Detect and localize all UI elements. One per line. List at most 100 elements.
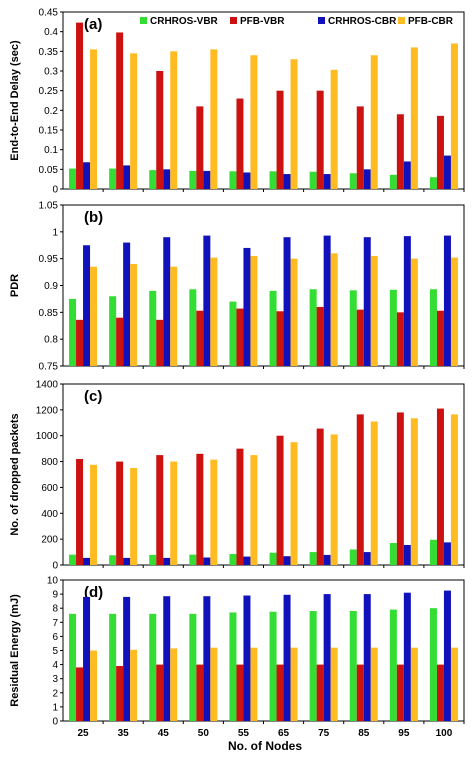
bar-pfb-vbr-45 [156, 455, 164, 565]
y-tick-label: 1200 [36, 405, 59, 416]
bar-crhros-vbr-45 [149, 554, 157, 565]
panel-2: 0.75 0.8 0.85 0.9 0.95 1 1.05 PDR (b) [9, 201, 465, 373]
bar-crhros-vbr-50 [189, 170, 197, 189]
bar-pfb-vbr-45 [156, 664, 164, 721]
bar-pfb-vbr-65 [276, 311, 284, 366]
bar-pfb-vbr-75 [316, 90, 324, 189]
bar-crhros-vbr-65 [269, 611, 277, 721]
bar-crhros-cbr-25 [83, 557, 91, 565]
bar-crhros-cbr-45 [163, 237, 171, 366]
bar-crhros-vbr-35 [109, 296, 117, 366]
bar-crhros-cbr-35 [123, 557, 131, 565]
bar-crhros-cbr-25 [83, 245, 91, 366]
y-tick-label: 0 [52, 717, 58, 728]
bar-pfb-cbr-55 [250, 55, 258, 190]
chart-panels: 0 0.05 0.1 0.15 0.2 0.25 0.3 0.35 0.4 0.45 End-to-… [9, 8, 465, 739]
bar-pfb-cbr-50 [210, 257, 218, 366]
bar-pfb-cbr-100 [450, 43, 458, 189]
x-axis-label: No. of Nodes [228, 739, 302, 753]
bar-pfb-vbr-75 [316, 428, 324, 565]
bar-crhros-cbr-85 [363, 237, 371, 366]
bar-pfb-vbr-35 [116, 317, 124, 366]
bar-pfb-cbr-75 [330, 434, 338, 565]
bar-crhros-vbr-55 [229, 554, 237, 565]
bar-pfb-vbr-85 [356, 664, 364, 721]
bar-pfb-vbr-35 [116, 666, 124, 721]
bar-crhros-cbr-100 [443, 235, 451, 366]
legend-item-crhros-vbr: CRHROS-VBR [140, 16, 219, 27]
y-tick-label: 0.45 [39, 8, 59, 19]
y-tick-label: 0.05 [39, 165, 59, 176]
bar-pfb-vbr-100 [436, 664, 444, 721]
bar-crhros-cbr-55 [243, 172, 251, 189]
bar-crhros-cbr-45 [163, 596, 171, 721]
y-tick-label: 0.9 [44, 281, 58, 292]
panel-label: (d) [84, 584, 103, 601]
bar-pfb-cbr-55 [250, 255, 258, 366]
bar-pfb-cbr-55 [250, 647, 258, 721]
bar-crhros-vbr-45 [149, 613, 157, 721]
y-tick-label: 10 [47, 576, 59, 587]
panel-3: 0 200 400 600 800 1000 1200 1400 No. of dropped … [9, 380, 465, 572]
bar-crhros-cbr-75 [323, 235, 331, 366]
bar-crhros-cbr-55 [243, 247, 251, 366]
y-axis-label: Residual Energy (mJ) [9, 594, 21, 707]
y-tick-label: 7 [52, 618, 58, 629]
bar-pfb-cbr-85 [370, 421, 378, 565]
bar-pfb-cbr-45 [170, 266, 178, 366]
bar-crhros-vbr-75 [309, 552, 317, 565]
bar-crhros-cbr-50 [203, 596, 211, 721]
y-tick-label: 600 [41, 483, 58, 494]
bar-pfb-vbr-95 [396, 312, 404, 366]
bar-crhros-vbr-50 [189, 554, 197, 565]
bar-crhros-cbr-85 [363, 594, 371, 721]
legend-item-crhros-cbr: CRHROS-CBR [318, 16, 397, 27]
legend-label: PFB-VBR [240, 16, 285, 27]
bar-crhros-cbr-100 [443, 590, 451, 721]
bar-pfb-vbr-25 [76, 667, 84, 721]
bar-crhros-cbr-100 [443, 542, 451, 565]
bar-pfb-vbr-95 [396, 664, 404, 721]
bar-pfb-vbr-35 [116, 461, 124, 565]
y-tick-label: 0.25 [39, 86, 59, 97]
y-tick-label: 1 [52, 702, 58, 713]
bar-crhros-vbr-65 [269, 552, 277, 565]
bar-crhros-vbr-65 [269, 171, 277, 189]
y-tick-label: 9 [52, 590, 58, 601]
bar-crhros-vbr-75 [309, 289, 317, 366]
bar-crhros-cbr-35 [123, 242, 131, 366]
bar-crhros-vbr-85 [349, 549, 357, 565]
bar-pfb-vbr-100 [436, 310, 444, 366]
x-tick-label: 85 [358, 728, 370, 739]
bar-crhros-vbr-100 [429, 289, 437, 366]
bar-crhros-vbr-35 [109, 555, 117, 565]
panel-label: (c) [84, 388, 102, 405]
bar-pfb-vbr-65 [276, 435, 284, 565]
bar-pfb-cbr-25 [90, 266, 98, 366]
bar-pfb-cbr-55 [250, 455, 258, 565]
bar-crhros-vbr-25 [69, 298, 77, 366]
y-tick-label: 0.95 [39, 254, 59, 265]
bar-pfb-cbr-95 [410, 258, 418, 366]
bar-pfb-vbr-50 [196, 453, 204, 565]
bar-crhros-vbr-75 [309, 611, 317, 721]
bar-crhros-cbr-95 [403, 236, 411, 366]
x-tick-label: 100 [436, 728, 453, 739]
legend-label: CRHROS-CBR [328, 16, 397, 27]
bar-crhros-cbr-100 [443, 155, 451, 189]
bar-pfb-vbr-55 [236, 308, 244, 366]
y-tick-label: 800 [41, 457, 58, 468]
bar-pfb-vbr-45 [156, 71, 164, 189]
y-tick-label: 8 [52, 604, 58, 615]
legend-swatch [230, 17, 237, 24]
y-axis-label: PDR [9, 274, 21, 297]
bar-crhros-vbr-95 [389, 609, 397, 721]
legend-label: PFB-CBR [408, 16, 454, 27]
bar-pfb-cbr-75 [330, 69, 338, 189]
x-tick-label: 25 [77, 728, 89, 739]
y-tick-label: 6 [52, 632, 58, 643]
x-tick-label: 50 [198, 728, 210, 739]
bar-pfb-vbr-55 [236, 664, 244, 721]
bar-crhros-cbr-45 [163, 557, 171, 565]
legend-item-pfb-vbr: PFB-VBR [230, 16, 285, 27]
